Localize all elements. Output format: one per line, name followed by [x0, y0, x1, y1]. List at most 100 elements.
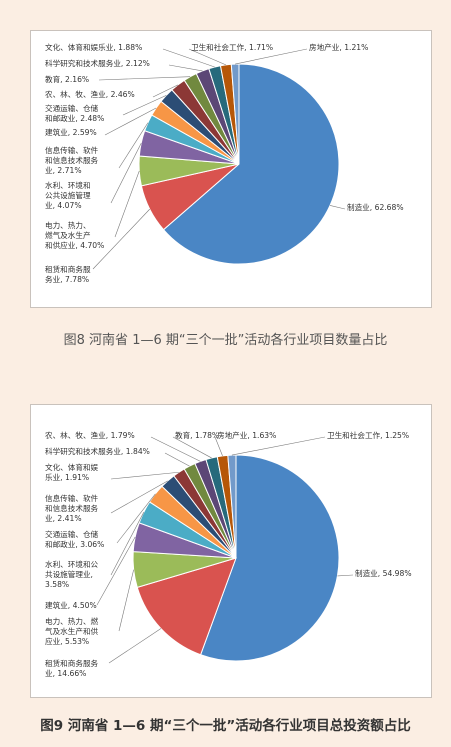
data-label-line: 和信息技术服务: [45, 155, 99, 165]
data-label-line: 燃气及水生产: [45, 230, 91, 240]
leader-line: [110, 143, 142, 204]
pie-chart-project-count: 制造业, 62.68% 租赁和商务服务业, 7.78% 电力、热力、燃气及水生产和供…: [45, 42, 404, 284]
data-label-line: 文化、体育和娱: [45, 462, 99, 472]
data-label: 卫生和社会工作, 1.25%: [327, 430, 409, 440]
data-label-line: 农、林、牧、渔业, 1.79%: [45, 430, 135, 440]
data-label: 水利、环境和公共设施管理业, 3.58%: [45, 559, 99, 589]
leader-line: [337, 574, 354, 577]
data-label-line: 教育, 1.78%: [175, 430, 219, 440]
leader-line: [150, 436, 201, 462]
data-label: 文化、体育和娱乐业, 1.88%: [45, 42, 142, 52]
data-label-line: 业, 2.41%: [45, 513, 82, 523]
data-label: 租赁和商务服务业, 14.66%: [45, 658, 99, 678]
leader-line: [110, 471, 179, 480]
data-label-line: 水利、环境和公: [45, 559, 99, 569]
data-label-line: 业, 4.07%: [45, 200, 82, 210]
leader-line: [104, 107, 157, 136]
data-label-line: 农、林、牧、渔业, 2.46%: [45, 89, 135, 99]
data-label: 制造业, 62.68%: [347, 202, 404, 212]
data-label-line: 制造业, 62.68%: [347, 202, 404, 212]
chart-panel-project-count: 制造业, 62.68% 租赁和商务服务业, 7.78% 电力、热力、燃气及水生产和供…: [30, 30, 432, 308]
data-label-line: 房地产业, 1.63%: [217, 430, 276, 440]
data-label-line: 和邮政业, 2.48%: [45, 113, 104, 123]
data-label-line: 业, 2.71%: [45, 165, 82, 175]
leader-line: [168, 64, 203, 72]
data-label-line: 卫生和社会工作, 1.25%: [327, 430, 409, 440]
data-label: 农、林、牧、渔业, 2.46%: [45, 89, 135, 99]
data-label: 租赁和商务服务业, 7.78%: [45, 264, 91, 284]
leader-line: [152, 84, 179, 98]
data-label-line: 务业, 7.78%: [45, 274, 89, 284]
data-label-line: 和供应业, 4.70%: [45, 240, 104, 250]
data-label-line: 科学研究和技术服务业, 2.12%: [45, 58, 150, 68]
data-label-line: 3.58%: [45, 580, 69, 589]
leader-line: [118, 122, 149, 169]
data-label-line: 电力、热力、: [45, 220, 91, 230]
data-label: 制造业, 54.98%: [355, 568, 412, 578]
pie-slice: [199, 454, 340, 662]
data-label: 农、林、牧、渔业, 1.79%: [45, 430, 135, 440]
data-label-line: 房地产业, 1.21%: [309, 42, 368, 52]
data-label-line: 和邮政业, 3.06%: [45, 539, 104, 549]
leader-line: [114, 170, 140, 238]
data-label-line: 水利、环境和: [45, 180, 91, 190]
data-label-line: 租赁和商务服: [45, 264, 91, 274]
leader-line: [329, 205, 346, 210]
leader-line: [235, 48, 308, 65]
data-label-line: 制造业, 54.98%: [355, 568, 412, 578]
leader-line: [96, 536, 136, 606]
leader-line: [110, 511, 145, 576]
leader-line: [116, 493, 156, 544]
data-label-line: 教育, 2.16%: [45, 74, 89, 84]
data-label: 房地产业, 1.21%: [309, 42, 368, 52]
leader-line: [172, 436, 212, 459]
leader-line: [118, 569, 134, 632]
data-label: 建筑业, 2.59%: [45, 127, 97, 137]
data-label-line: 电力、热力、燃: [45, 616, 99, 626]
data-label: 电力、热力、燃气及水生产和供应业, 4.70%: [45, 220, 104, 250]
data-label: 科学研究和技术服务业, 2.12%: [45, 58, 150, 68]
data-label-line: 建筑业, 2.59%: [45, 127, 97, 137]
chart-panel-investment: 制造业, 54.98% 租赁和商务服务业, 14.66% 电力、热力、燃气及水生产和…: [30, 404, 432, 698]
data-label: 交通运输、仓储和邮政业, 3.06%: [45, 529, 104, 549]
figure-caption-8: 图8 河南省 1—6 期“三个一批”活动各行业项目数量占比: [63, 333, 388, 348]
data-label: 房地产业, 1.63%: [217, 430, 276, 440]
leader-line: [108, 628, 162, 664]
data-label-line: 乐业, 1.91%: [45, 472, 89, 482]
leader-line: [122, 95, 167, 116]
data-label-line: 文化、体育和娱乐业, 1.88%: [45, 42, 142, 52]
data-label-line: 信息传输、软件: [45, 493, 99, 503]
data-label: 科学研究和技术服务业, 1.84%: [45, 446, 150, 456]
data-label-line: 卫生和社会工作, 1.71%: [191, 42, 273, 52]
data-label-line: 租赁和商务服务: [45, 658, 99, 668]
data-label-line: 应业, 5.53%: [45, 636, 89, 646]
data-label: 信息传输、软件和信息技术服务业, 2.71%: [45, 145, 99, 175]
data-label-line: 科学研究和技术服务业, 1.84%: [45, 446, 150, 456]
data-label-line: 建筑业, 4.50%: [45, 600, 97, 610]
data-label: 信息传输、软件和信息技术服务业, 2.41%: [45, 493, 99, 523]
leader-line: [110, 480, 168, 514]
leader-line: [98, 76, 191, 81]
data-label: 教育, 2.16%: [45, 74, 89, 84]
data-label: 建筑业, 4.50%: [45, 600, 97, 610]
data-label-line: 气及水生产和供: [45, 626, 99, 636]
data-label: 水利、环境和公共设施管理业, 4.07%: [45, 180, 91, 210]
data-label-line: 共设施管理业,: [45, 569, 93, 579]
leader-line: [231, 436, 326, 456]
leader-line: [188, 48, 226, 66]
leader-line: [162, 48, 215, 68]
pie-chart-investment: 制造业, 54.98% 租赁和商务服务业, 14.66% 电力、热力、燃气及水生产和…: [45, 430, 412, 678]
leader-line: [164, 452, 190, 467]
data-label: 卫生和社会工作, 1.71%: [191, 42, 273, 52]
data-label-line: 公共设施管理: [45, 190, 91, 200]
leader-line: [214, 436, 223, 456]
leader-line: [92, 208, 150, 270]
data-label: 交通运输、仓储和邮政业, 2.48%: [45, 103, 104, 123]
data-label: 文化、体育和娱乐业, 1.91%: [45, 462, 99, 482]
figure-caption-9: 图9 河南省 1—6 期“三个一批”活动各行业项目总投资额占比: [40, 718, 411, 734]
data-label-line: 交通运输、仓储: [45, 529, 99, 539]
data-label: 教育, 1.78%: [175, 430, 219, 440]
data-label-line: 业, 14.66%: [45, 668, 86, 678]
data-label-line: 和信息技术服务: [45, 503, 99, 513]
data-label-line: 交通运输、仓储: [45, 103, 99, 113]
